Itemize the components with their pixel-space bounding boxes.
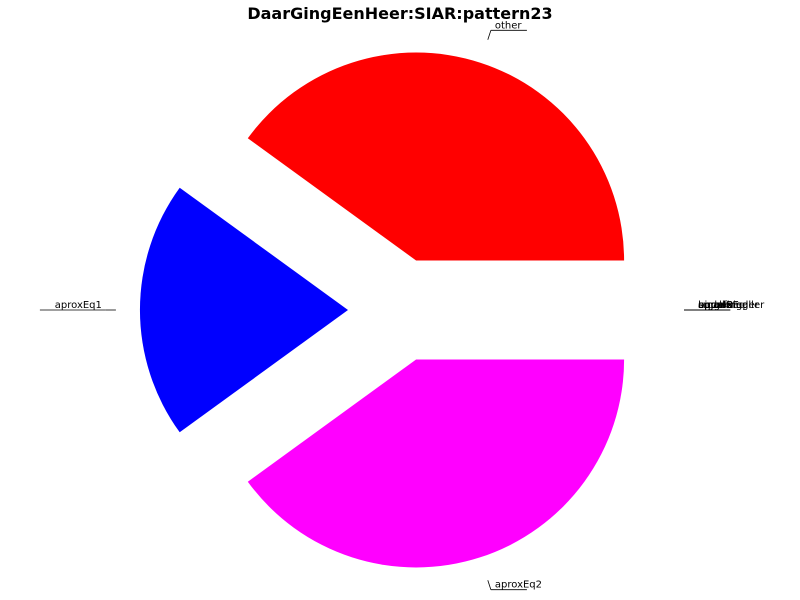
pie-slice-other [247, 52, 625, 261]
zero-slice-label-approxeq: approxEq [698, 300, 745, 311]
chart-title: DaarGingEenHeer:SIAR:pattern23 [247, 4, 553, 23]
pie-slice-label-aproxeq2: aproxEq2 [495, 580, 542, 591]
pie-slice-label-other: other [495, 20, 523, 31]
pie-slice-connector-other [487, 30, 492, 40]
pie-slice-aproxeq1 [139, 187, 348, 433]
zero-slice-label-bigger: bigger [698, 300, 731, 311]
zero-slice-label-aproxbigger: aproxBigger [698, 300, 760, 311]
zero-slice-label-equal: equal [698, 300, 726, 311]
pie-slice-aproxeq2 [247, 359, 625, 568]
zero-slice-label-aproxsmaller: aproxSmaller [698, 300, 765, 311]
zero-slice-label-undefined: undefined [698, 300, 748, 311]
pie-slice-connector-aproxeq2 [487, 580, 492, 590]
zero-slice-label-smaller: smaller [698, 300, 736, 311]
pie-slice-label-aproxeq1: aproxEq1 [55, 300, 102, 311]
